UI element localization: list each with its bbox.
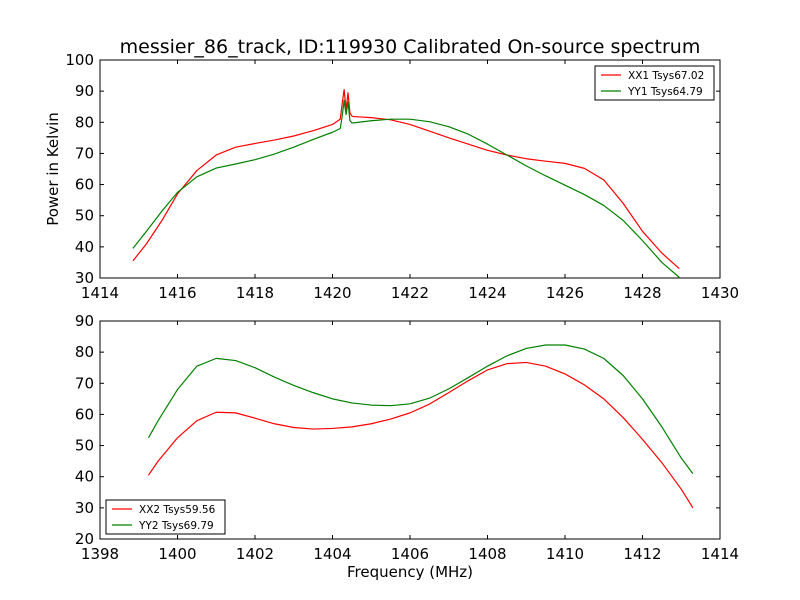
top-x-tick-label: 1414: [81, 284, 119, 302]
bottom-y-tick-label: 80: [75, 343, 94, 361]
bottom-x-tick-label: 1402: [236, 545, 274, 563]
y-axis-label: Power in Kelvin: [44, 112, 62, 226]
top-spectrum-plot: 1414 1416 1418 1420 1422 1424 1426 1428 1430 30 40…: [65, 51, 739, 302]
top-series-line-1: [132, 88, 680, 270]
top-y-tick-label: 70: [75, 144, 94, 162]
bottom-x-tick-label: 1408: [468, 545, 506, 563]
top-x-tick-label: 1416: [158, 284, 196, 302]
bottom-legend-label-1: XX2 Tsys59.56: [139, 504, 216, 516]
top-series-line-2: [132, 99, 680, 278]
top-y-tick-label: 60: [75, 176, 94, 194]
top-legend-box: [594, 65, 715, 101]
top-y-tick-label: 100: [65, 51, 94, 69]
bottom-x-tick-label: 1400: [158, 545, 196, 563]
top-x-tick-label: 1418: [236, 284, 274, 302]
bottom-y-tick-label: 90: [75, 312, 94, 330]
bottom-y-tick-label: 50: [75, 437, 94, 455]
bottom-legend-label-2: YY2 Tsys69.79: [138, 520, 214, 532]
bottom-x-tick-label: 1404: [313, 545, 351, 563]
chart-title: messier_86_track, ID:119930 Calibrated O…: [120, 36, 701, 58]
bottom-y-tick-label: 60: [75, 405, 94, 423]
bottom-spectrum-plot: 1398 1400 1402 1404 1406 1408 1410 1412 1414 20 30…: [75, 312, 739, 563]
top-legend-label-2: YY1 Tsys64.79: [627, 86, 703, 98]
top-legend-label-1: XX1 Tsys67.02: [628, 70, 704, 82]
bottom-x-tick-label: 1412: [623, 545, 661, 563]
x-axis-label: Frequency (MHz): [347, 563, 473, 581]
top-legend: XX1 Tsys67.02 YY1 Tsys64.79: [594, 65, 715, 101]
bottom-x-tick-label: 1414: [701, 545, 739, 563]
bottom-y-tick-label: 70: [75, 374, 94, 392]
bottom-legend-box: [105, 499, 226, 535]
top-x-tick-label: 1428: [623, 284, 661, 302]
bottom-legend: XX2 Tsys59.56 YY2 Tsys69.79: [105, 499, 226, 535]
top-x-tick-label: 1422: [391, 284, 429, 302]
top-x-tick-label: 1430: [701, 284, 739, 302]
bottom-y-tick-label: 40: [75, 468, 94, 486]
bottom-y-tick-label: 20: [75, 530, 94, 548]
top-x-tick-label: 1426: [546, 284, 584, 302]
bottom-x-tick-label: 1410: [546, 545, 584, 563]
top-y-tick-label: 80: [75, 113, 94, 131]
bottom-x-tick-label: 1406: [391, 545, 429, 563]
top-y-tick-label: 30: [75, 269, 94, 287]
bottom-y-tick-label: 30: [75, 499, 94, 517]
bottom-series-line-1: [147, 361, 694, 509]
top-x-tick-label: 1424: [468, 284, 506, 302]
bottom-series-line-2: [147, 344, 694, 474]
top-y-tick-label: 40: [75, 238, 94, 256]
top-y-tick-label: 50: [75, 207, 94, 225]
top-x-tick-label: 1420: [313, 284, 351, 302]
top-y-tick-label: 90: [75, 82, 94, 100]
bottom-x-tick-label: 1398: [81, 545, 119, 563]
